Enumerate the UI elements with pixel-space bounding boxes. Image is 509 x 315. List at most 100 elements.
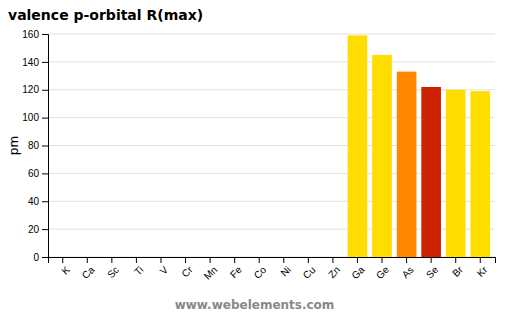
y-tick-label: 160 (22, 29, 39, 40)
y-tick-mark (42, 201, 48, 202)
y-tick-label: 60 (28, 168, 40, 179)
x-tick: Mn (202, 257, 220, 282)
y-tick-mark (42, 118, 48, 119)
x-tick-label: Ti (132, 264, 145, 277)
bar (151, 257, 171, 258)
y-tick-mark (42, 90, 48, 91)
bars (348, 35, 490, 257)
x-tick-mark (259, 257, 260, 263)
grid-line (48, 61, 495, 62)
x-tick-label: Cr (179, 264, 195, 280)
y-tick-mark (42, 173, 48, 174)
x-tick: Se (424, 257, 441, 281)
plot: 0 20 40 60 80 100 120 140 160 K Ca Sc Ti V Cr Mn Fe Co Ni C… (22, 29, 495, 282)
x-tick-mark (136, 257, 137, 263)
bar (274, 257, 294, 258)
y-tick-label: 80 (28, 140, 40, 151)
x-tick: As (400, 257, 416, 280)
x-tick: K (59, 257, 72, 277)
bar (176, 257, 196, 258)
x-tick: Kr (475, 257, 490, 279)
x-tick-label: Ni (279, 264, 293, 278)
bar (53, 257, 73, 258)
y-tick-mark (42, 257, 48, 258)
y-tick-mark (42, 146, 48, 147)
x-tick-label: Cu (301, 264, 318, 281)
x-tick: Ti (132, 257, 145, 277)
y-tick-mark (42, 34, 48, 35)
y-tick-label: 100 (22, 112, 39, 123)
x-tick-mark (62, 257, 63, 263)
x-tick-mark (185, 257, 186, 263)
x-tick-label: V (158, 264, 171, 277)
x-tick: Cu (301, 257, 318, 281)
title: valence p-orbital R(max) (8, 7, 203, 23)
x-tick-label: Zn (326, 264, 342, 280)
grid-line (48, 34, 495, 35)
x-tick-mark (87, 257, 88, 263)
x-tick: Ni (279, 257, 293, 279)
y-tick: 140 (22, 57, 48, 68)
bar (200, 257, 220, 258)
bar (446, 90, 466, 257)
x-tick-mark (455, 257, 456, 263)
bar (470, 91, 490, 257)
bar (225, 257, 245, 258)
y-tick: 20 (28, 224, 48, 235)
x-tick-mark (406, 257, 407, 263)
y-tick-label: 0 (33, 252, 39, 263)
bar (397, 72, 417, 257)
x-tick: Cr (179, 257, 195, 279)
x-tick-mark (308, 257, 309, 263)
x-tick-label: Mn (202, 264, 220, 282)
x-tick-mark (283, 257, 284, 263)
x-tick-label: K (59, 264, 72, 277)
y-tick-label: 20 (28, 224, 40, 235)
y-axis: 0 20 40 60 80 100 120 140 160 (22, 29, 48, 263)
bar (299, 257, 319, 258)
x-tick-mark (480, 257, 481, 263)
x-tick-mark (111, 257, 112, 263)
x-tick-mark (431, 257, 432, 263)
y-tick: 80 (28, 140, 48, 151)
y-tick: 0 (33, 252, 48, 263)
y-axis-line (42, 35, 49, 258)
x-tick-label: Kr (475, 264, 490, 279)
y-tick: 120 (22, 84, 48, 95)
x-tick: Ca (80, 257, 97, 281)
x-tick-mark (332, 257, 333, 263)
x-tick-label: Se (424, 264, 441, 281)
x-tick-mark (382, 257, 383, 263)
bar (421, 87, 441, 257)
bar (372, 55, 392, 257)
y-tick-mark (42, 229, 48, 230)
bar (323, 257, 343, 258)
y-tick-label: 120 (22, 84, 39, 95)
y-tick: 40 (28, 196, 48, 207)
x-tick-mark (210, 257, 211, 263)
y-axis-title: pm (7, 136, 21, 155)
x-tick-mark (160, 257, 161, 263)
x-tick-label: Ca (80, 264, 97, 281)
x-axis-line (49, 258, 496, 264)
x-tick: V (158, 257, 171, 277)
chart: 0 20 40 60 80 100 120 140 160 K Ca Sc Ti V Cr Mn Fe Co Ni C… (0, 0, 509, 315)
x-tick: Zn (326, 257, 342, 280)
x-tick-label: Ge (374, 264, 392, 282)
x-tick-label: Sc (105, 264, 121, 280)
y-tick-mark (42, 62, 48, 63)
x-tick: Ga (349, 257, 367, 281)
y-tick: 60 (28, 168, 48, 179)
x-tick-label: Ga (349, 264, 367, 282)
bar (77, 257, 97, 258)
x-tick: Fe (228, 257, 244, 280)
y-tick: 160 (22, 29, 48, 40)
x-tick-label: Co (252, 264, 269, 281)
x-tick-label: Br (450, 264, 465, 279)
x-tick: Sc (105, 257, 121, 280)
x-axis: K Ca Sc Ti V Cr Mn Fe Co Ni Cu Zn Ga Ge As Se Br Kr (49, 257, 496, 282)
grid (48, 34, 495, 257)
bar (127, 257, 147, 258)
x-tick-mark (357, 257, 358, 263)
x-tick-mark (234, 257, 235, 263)
